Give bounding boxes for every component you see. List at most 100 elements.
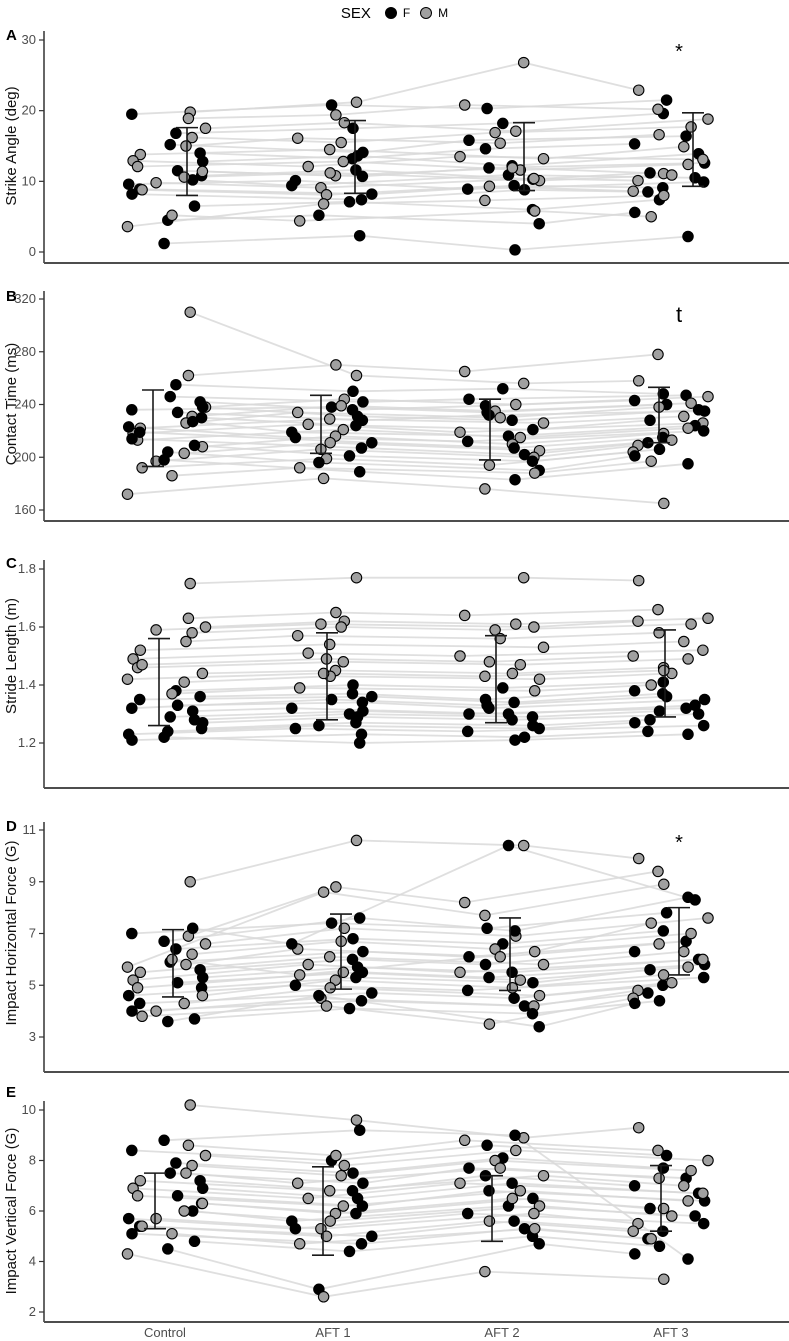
data-point <box>196 1197 209 1210</box>
data-point <box>629 997 641 1010</box>
data-point <box>666 1210 678 1222</box>
data-point <box>678 945 690 958</box>
data-point <box>657 1162 670 1174</box>
data-point <box>188 714 201 726</box>
data-point <box>315 618 327 630</box>
data-point <box>526 711 539 723</box>
data-point <box>199 938 212 950</box>
data-point <box>458 1134 471 1147</box>
y-tick-label: 1.8 <box>18 561 36 576</box>
data-point <box>335 136 347 149</box>
data-point <box>497 117 509 130</box>
data-point <box>178 447 190 460</box>
data-point <box>194 690 206 703</box>
data-point <box>666 434 678 446</box>
subject-line <box>137 966 689 989</box>
data-point <box>653 995 666 1007</box>
data-point <box>533 217 545 230</box>
y-tick-label: 160 <box>14 502 36 517</box>
data-point <box>184 577 196 590</box>
subject-line <box>142 655 634 666</box>
data-point <box>170 127 182 140</box>
y-axis-title: Contact Time (ms) <box>3 343 20 466</box>
data-point <box>350 834 363 847</box>
data-point <box>337 155 350 168</box>
data-point <box>180 635 192 648</box>
data-point <box>196 1182 209 1195</box>
data-point <box>182 369 195 382</box>
data-point <box>357 1177 369 1189</box>
y-tick-label: 5 <box>29 977 36 992</box>
subject-line <box>191 932 692 956</box>
data-point <box>121 961 134 973</box>
data-point <box>355 1238 368 1250</box>
data-point <box>678 635 690 648</box>
data-point <box>628 685 641 697</box>
data-point <box>350 971 362 984</box>
data-point <box>533 673 546 685</box>
data-point <box>350 164 362 176</box>
data-point <box>644 167 656 179</box>
data-point <box>502 708 515 720</box>
legend: SEX F M <box>0 2 789 24</box>
subject-line <box>140 1174 684 1192</box>
data-point <box>454 1177 466 1189</box>
data-point <box>317 667 330 680</box>
data-point <box>632 1121 645 1134</box>
data-point <box>196 989 209 1002</box>
data-point <box>122 178 135 190</box>
subject-line <box>167 451 635 472</box>
data-point <box>454 150 466 163</box>
subject-line <box>137 1189 689 1207</box>
data-point <box>337 656 350 668</box>
data-point <box>188 1013 201 1025</box>
data-point <box>302 418 314 431</box>
data-point <box>171 1190 184 1202</box>
data-point <box>337 423 350 436</box>
y-tick-label: 1.2 <box>18 735 36 750</box>
subject-line <box>194 198 660 211</box>
data-point <box>186 1159 198 1172</box>
data-point <box>122 989 135 1002</box>
data-point <box>702 113 714 125</box>
data-point <box>528 205 541 217</box>
data-point <box>355 193 368 206</box>
data-point <box>131 160 144 173</box>
data-point <box>508 1215 520 1227</box>
data-point <box>330 109 342 121</box>
data-point <box>291 132 304 144</box>
data-point <box>682 961 694 973</box>
data-point <box>508 179 520 192</box>
subject-line <box>171 922 652 976</box>
data-point <box>461 984 474 997</box>
data-point <box>320 1000 333 1012</box>
subject-line <box>177 410 705 422</box>
subject-line <box>133 1182 703 1200</box>
data-point <box>494 951 506 963</box>
data-point <box>180 958 192 971</box>
data-point <box>178 171 190 183</box>
data-point <box>494 137 506 149</box>
data-point <box>682 422 694 434</box>
data-point <box>350 96 363 108</box>
data-point <box>628 945 641 958</box>
significance-marker: * <box>675 832 683 854</box>
data-point <box>164 1167 176 1179</box>
data-point <box>186 948 198 960</box>
subject-line <box>155 989 639 1012</box>
data-point <box>506 414 518 427</box>
subject-line <box>155 444 639 463</box>
subject-line <box>192 844 696 945</box>
data-point <box>121 220 134 233</box>
data-point <box>658 189 670 202</box>
subject-line <box>128 426 704 443</box>
data-point <box>660 1149 673 1162</box>
data-point <box>702 612 714 625</box>
subject-line <box>131 911 667 935</box>
data-point <box>483 1215 496 1227</box>
subject-line <box>142 1220 634 1238</box>
data-point <box>158 454 170 466</box>
data-point <box>481 102 493 115</box>
panel-letter: C <box>6 555 17 572</box>
data-point <box>518 1000 531 1012</box>
